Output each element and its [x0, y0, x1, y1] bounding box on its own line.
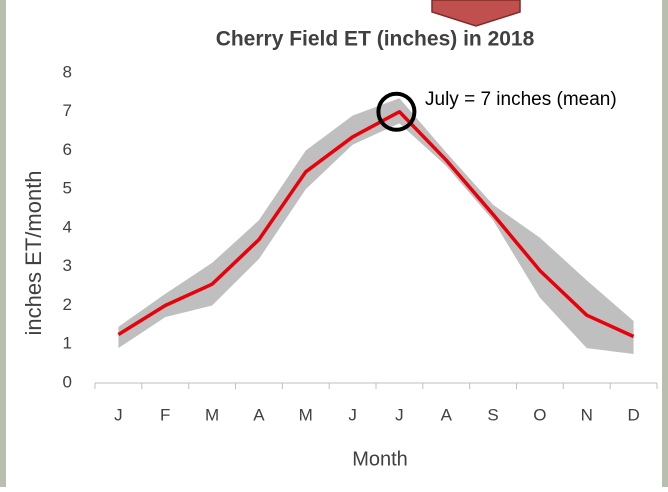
x-tick-label: J	[348, 405, 357, 424]
chart-title: Cherry Field ET (inches) in 2018	[216, 28, 535, 51]
x-tick-label: A	[253, 405, 265, 424]
x-tick-label: O	[533, 405, 546, 424]
x-tick-label: D	[627, 405, 639, 424]
y-tick-label: 1	[63, 334, 72, 353]
y-tick-label: 6	[63, 140, 72, 159]
y-tick-label: 2	[63, 295, 72, 314]
x-tick-label: M	[299, 405, 313, 424]
y-tick-label: 7	[63, 101, 72, 120]
y-tick-label: 0	[63, 372, 72, 391]
y-tick-label: 8	[63, 62, 72, 81]
x-tick-label: F	[160, 405, 170, 424]
y-tick-label: 5	[63, 179, 72, 198]
annotation: July = 7 inches (mean)	[425, 89, 617, 110]
x-tick-label: S	[487, 405, 498, 424]
x-tick-label: N	[581, 405, 593, 424]
x-tick-label: J	[395, 405, 404, 424]
x-tick-label: J	[114, 405, 123, 424]
panel	[6, 0, 662, 487]
y-tick-label: 4	[63, 217, 72, 236]
x-tick-label: A	[441, 405, 453, 424]
y-axis-label: inches ET/month	[21, 170, 46, 335]
y-tick-label: 3	[63, 256, 72, 275]
chart: Cherry Field ET (inches) in 2018 Month i…	[0, 0, 668, 487]
x-axis-label: Month	[352, 448, 408, 470]
x-tick-label: M	[205, 405, 219, 424]
